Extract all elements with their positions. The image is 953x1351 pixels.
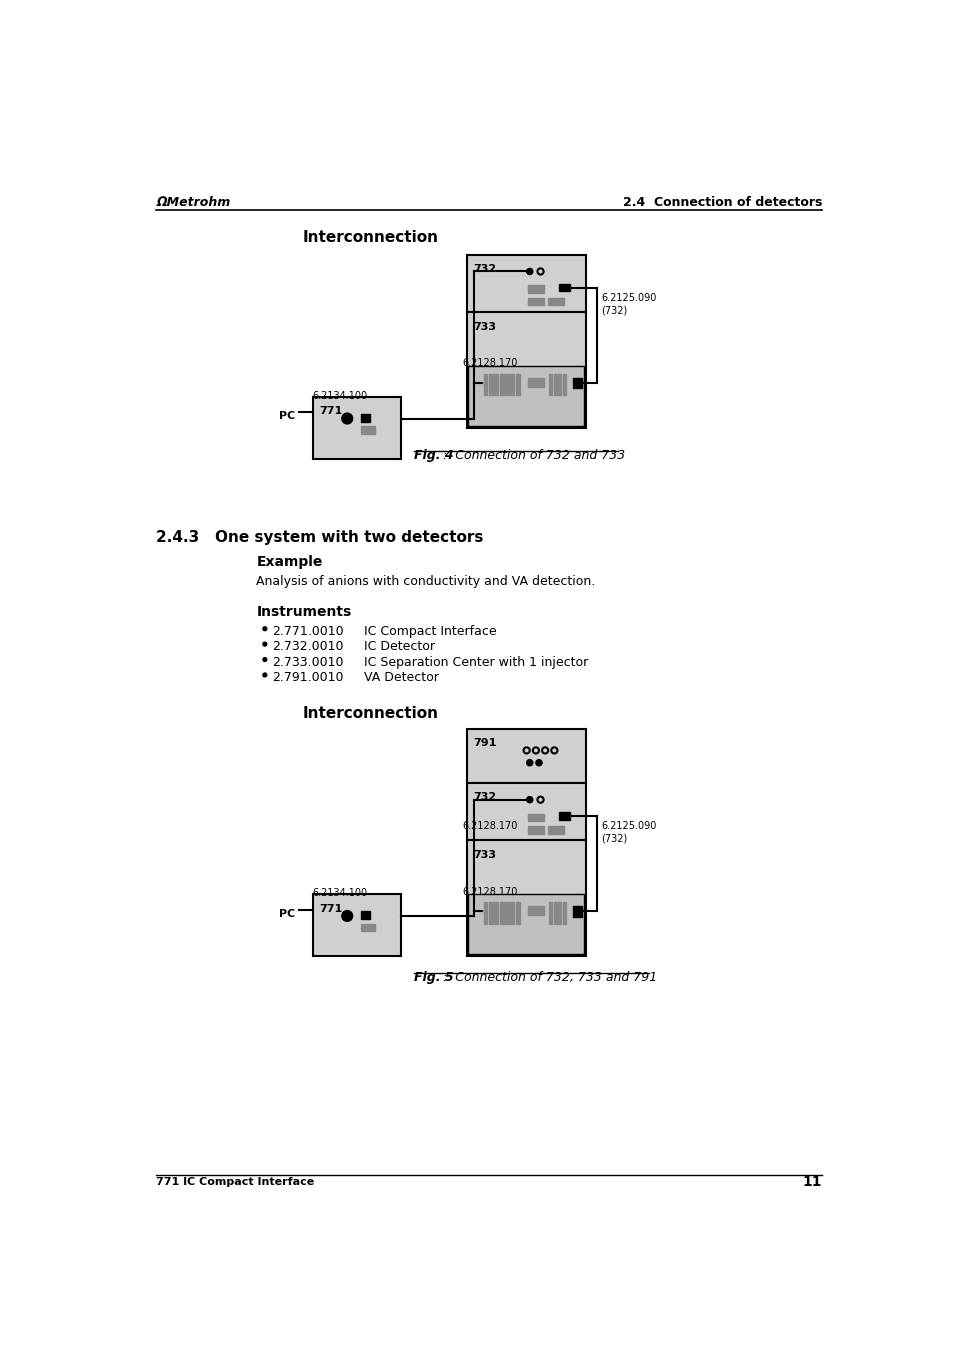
Bar (528, 297, 543, 305)
Text: 6.2125.090: 6.2125.090 (600, 293, 656, 303)
Text: IC Detector: IC Detector (364, 640, 435, 654)
Circle shape (526, 797, 533, 802)
Text: 6.2125.090: 6.2125.090 (600, 821, 656, 831)
Bar (548, 825, 563, 834)
Circle shape (341, 911, 353, 921)
Text: 771 IC Compact Interface: 771 IC Compact Interface (156, 1177, 314, 1188)
Bar (558, 902, 560, 924)
Bar (483, 374, 487, 396)
Text: 732: 732 (473, 263, 496, 274)
Bar (313, 894, 400, 957)
Bar (510, 374, 514, 396)
Circle shape (526, 269, 533, 274)
Bar (553, 902, 557, 924)
Bar (499, 374, 503, 396)
Text: 6.2134.100: 6.2134.100 (313, 888, 367, 898)
Bar (361, 924, 375, 931)
Circle shape (263, 642, 267, 646)
Text: Example: Example (256, 555, 322, 569)
Bar (483, 902, 487, 924)
Circle shape (263, 658, 267, 662)
Text: IC Separation Center with 1 injector: IC Separation Center with 1 injector (364, 655, 588, 669)
Text: 6.2134.100: 6.2134.100 (313, 390, 367, 401)
Circle shape (526, 759, 533, 766)
Bar (499, 902, 503, 924)
Bar (548, 374, 552, 396)
Bar (572, 907, 581, 917)
Bar (528, 378, 543, 386)
Bar (488, 902, 493, 924)
Text: 732: 732 (473, 792, 496, 802)
Circle shape (263, 673, 267, 677)
Bar (494, 374, 497, 396)
Bar (562, 374, 565, 396)
Text: 6.2128.170: 6.2128.170 (462, 358, 517, 369)
Bar (466, 840, 585, 957)
Bar (361, 912, 370, 919)
Bar (528, 813, 543, 821)
Text: Analysis of anions with conductivity and VA detection.: Analysis of anions with conductivity and… (256, 574, 595, 588)
Bar (558, 812, 569, 820)
Text: :  Connection of 732, 733 and 791: : Connection of 732, 733 and 791 (443, 971, 657, 985)
Text: 2.791.0010: 2.791.0010 (273, 671, 344, 684)
Bar (494, 902, 497, 924)
Text: 2.4.3   One system with two detectors: 2.4.3 One system with two detectors (156, 530, 483, 546)
Text: 2.4  Connection of detectors: 2.4 Connection of detectors (622, 196, 821, 208)
Text: 6.2128.170: 6.2128.170 (462, 886, 517, 897)
Bar (558, 284, 569, 292)
Bar (510, 902, 514, 924)
Text: Interconnection: Interconnection (302, 230, 438, 245)
Bar (516, 902, 519, 924)
Bar (504, 374, 508, 396)
Text: 11: 11 (802, 1175, 821, 1189)
Bar (558, 374, 560, 396)
Bar (548, 297, 563, 305)
Bar (572, 378, 581, 389)
Text: Interconnection: Interconnection (302, 705, 438, 720)
Bar (468, 366, 584, 426)
Bar (488, 374, 493, 396)
Bar (562, 902, 565, 924)
Text: 733: 733 (473, 850, 496, 859)
Circle shape (536, 759, 541, 766)
Text: (732): (732) (600, 834, 627, 843)
Text: :  Connection of 732 and 733: : Connection of 732 and 733 (443, 450, 625, 462)
Bar (466, 254, 585, 312)
Bar (313, 397, 400, 458)
Bar (466, 782, 585, 840)
Bar (466, 728, 585, 782)
Text: 791: 791 (473, 738, 496, 748)
Text: Fig. 5: Fig. 5 (414, 971, 454, 985)
Bar (528, 907, 543, 915)
Bar (361, 426, 375, 434)
Bar (504, 902, 508, 924)
Text: 2.771.0010: 2.771.0010 (273, 626, 344, 638)
Bar (553, 374, 557, 396)
Bar (528, 825, 543, 834)
Bar (361, 413, 370, 422)
Text: ΩMetrohm: ΩMetrohm (156, 196, 231, 208)
Text: (732): (732) (600, 305, 627, 315)
Text: IC Compact Interface: IC Compact Interface (364, 626, 497, 638)
Circle shape (341, 413, 353, 424)
Text: 2.732.0010: 2.732.0010 (273, 640, 344, 654)
Text: PC: PC (278, 909, 294, 919)
Text: 771: 771 (318, 407, 341, 416)
Bar (468, 894, 584, 954)
Bar (548, 902, 552, 924)
Text: 6.2128.170: 6.2128.170 (462, 821, 517, 831)
Text: PC: PC (278, 411, 294, 422)
Text: 771: 771 (318, 904, 341, 913)
Text: 2.733.0010: 2.733.0010 (273, 655, 344, 669)
Bar (466, 312, 585, 428)
Text: VA Detector: VA Detector (364, 671, 438, 684)
Text: Fig. 4: Fig. 4 (414, 450, 454, 462)
Bar (516, 374, 519, 396)
Bar (528, 285, 543, 293)
Text: 733: 733 (473, 322, 496, 331)
Circle shape (263, 627, 267, 631)
Text: Instruments: Instruments (256, 605, 352, 619)
